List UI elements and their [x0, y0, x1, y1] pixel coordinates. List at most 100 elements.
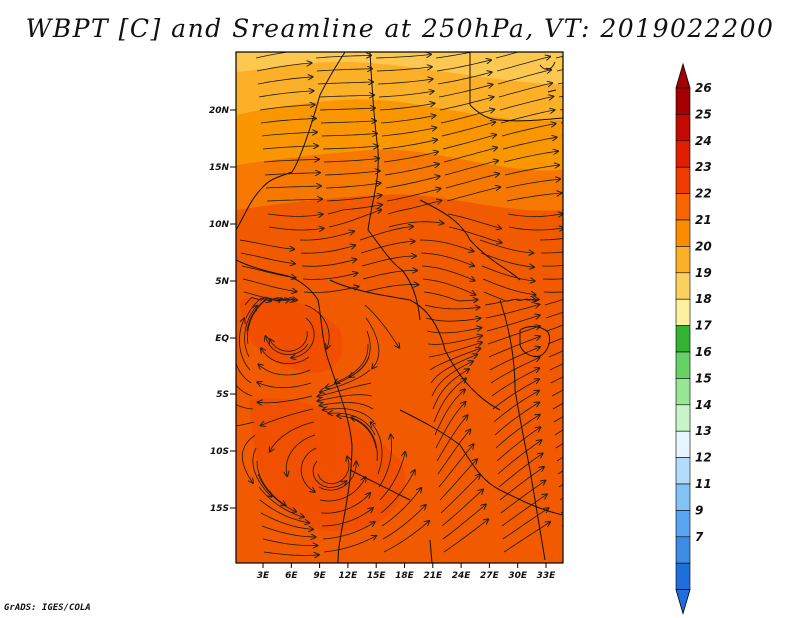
streamline [436, 415, 468, 462]
streamline [376, 67, 432, 72]
colorbar-label: 9 [695, 503, 703, 517]
streamline [257, 382, 312, 389]
streamline [322, 522, 375, 540]
streamline [267, 214, 323, 216]
streamline [500, 481, 545, 514]
streamline [496, 57, 550, 72]
streamline [490, 357, 540, 384]
streamline [557, 470, 563, 475]
lon-label: 3E [257, 571, 270, 581]
colorbar-label: 23 [695, 160, 712, 174]
streamline [568, 209, 623, 215]
lon-label: 33E [537, 571, 557, 581]
streamline [562, 148, 563, 149]
streamline [426, 328, 481, 334]
streamline [299, 231, 354, 241]
colorbar-label: 11 [695, 477, 712, 491]
streamline [542, 278, 563, 280]
colorbar-label: 20 [695, 239, 712, 253]
colorbar-swatch [675, 404, 691, 432]
colorbar-bottom-arrow [675, 589, 691, 616]
streamline [505, 179, 560, 189]
streamline [318, 394, 373, 401]
streamline [435, 402, 466, 449]
streamline [503, 522, 550, 553]
streamline [263, 551, 319, 555]
streamline [375, 54, 431, 59]
streamline [337, 416, 377, 449]
streamline [566, 185, 621, 188]
streamline [316, 69, 372, 71]
streamline [318, 382, 372, 396]
streamline [263, 159, 319, 162]
streamline [246, 298, 282, 332]
colorbar-label: 21 [695, 213, 712, 227]
streamline [499, 467, 544, 501]
streamline [558, 483, 563, 488]
colorbar-swatch [675, 562, 691, 590]
streamline [238, 318, 251, 371]
colorbar-top-arrow [675, 62, 691, 89]
streamline [258, 486, 304, 517]
streamline [496, 427, 540, 462]
streamline [360, 241, 415, 254]
streamline [260, 512, 313, 529]
lon-label: 21E [423, 571, 443, 581]
streamline [432, 369, 469, 410]
streamline [319, 477, 366, 502]
streamline [241, 265, 296, 278]
colorbar-swatch [675, 536, 691, 564]
streamline [384, 164, 439, 176]
streamline [485, 304, 539, 319]
streamline [260, 119, 316, 124]
streamline [265, 186, 321, 188]
streamline [437, 72, 492, 85]
streamline [255, 52, 310, 59]
streamline [564, 158, 619, 162]
streamline [448, 226, 502, 243]
lon-label: 30E [508, 571, 528, 581]
streamline [429, 348, 480, 371]
streamline [497, 440, 541, 475]
streamline [497, 70, 551, 85]
streamline [252, 447, 272, 497]
streamline [446, 187, 500, 202]
streamline [507, 214, 563, 217]
streamline [383, 521, 429, 553]
streamline [302, 273, 357, 280]
streamline [423, 291, 478, 301]
streamline [378, 435, 392, 488]
streamline [495, 52, 520, 59]
streamline [326, 195, 382, 202]
streamline [300, 447, 316, 492]
colorbar-label: 24 [695, 134, 712, 148]
colorbar-label: 7 [695, 530, 704, 544]
streamline [257, 77, 313, 85]
streamline [365, 317, 380, 368]
lat-label: 15S [210, 504, 229, 514]
streamline [259, 105, 315, 111]
colorbar-swatch [675, 140, 691, 168]
streamline [258, 91, 314, 98]
streamline [258, 364, 311, 376]
streamline [321, 134, 377, 137]
streamline [286, 434, 316, 476]
streamline [564, 525, 612, 552]
streamline [559, 497, 563, 501]
colorbar-swatch [675, 378, 691, 406]
lat-label: 10N [209, 220, 230, 230]
streamline [499, 96, 553, 111]
streamline [443, 148, 497, 163]
streamline [364, 304, 399, 348]
streamline [430, 355, 477, 384]
colorbar-swatch [675, 430, 691, 458]
lon-label: 6E [285, 571, 298, 581]
lat-label: 5N [215, 277, 229, 287]
streamline [487, 326, 540, 345]
streamline [256, 63, 311, 72]
streamline [236, 384, 253, 397]
streamline [561, 524, 563, 527]
lon-label: 27E [480, 571, 500, 581]
country-borders [236, 52, 563, 563]
streamline [567, 199, 622, 201]
